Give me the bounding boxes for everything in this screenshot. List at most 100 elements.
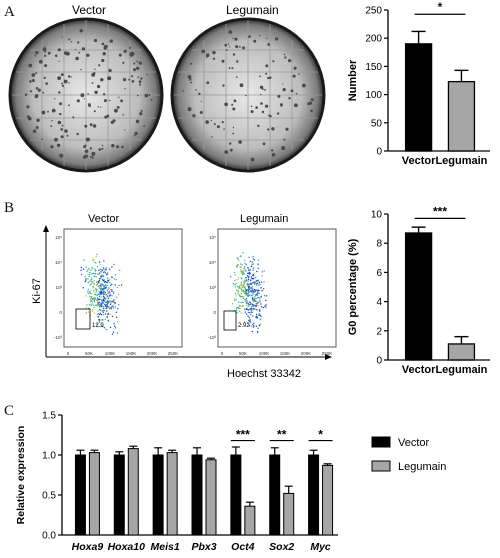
flow-event-dot xyxy=(108,268,111,270)
flow-event-dot xyxy=(105,293,107,296)
flow-event-dot xyxy=(110,301,112,303)
flow-event-dot xyxy=(90,279,92,281)
flow-event-dot xyxy=(92,286,94,288)
flow-event-dot xyxy=(258,281,261,284)
flow-event-dot xyxy=(106,316,109,319)
flow-event-dot xyxy=(100,293,103,295)
flow-event-dot xyxy=(93,280,95,282)
flow-event-dot xyxy=(242,291,244,293)
colony-dot xyxy=(298,73,300,75)
colony-dot xyxy=(44,64,48,68)
flow-event-dot xyxy=(105,310,108,312)
colony-dot xyxy=(131,75,134,78)
bar-myc-legumain xyxy=(322,464,334,536)
flow-event-dot xyxy=(240,312,242,314)
colony-dot xyxy=(75,56,79,61)
colony-dot xyxy=(206,81,210,85)
flow-event-dot xyxy=(112,331,115,333)
bar-oct4-legumain xyxy=(244,505,256,536)
flow-event-dot xyxy=(109,300,111,302)
colony-dot xyxy=(64,129,68,133)
gate-value-vector: 12.9 xyxy=(92,323,104,329)
flow-event-dot xyxy=(107,300,109,302)
flow-event-dot xyxy=(237,290,239,292)
flow-event-dot xyxy=(238,310,241,312)
flow-event-dot xyxy=(258,314,260,316)
colony-dot xyxy=(290,89,294,93)
flow-event-dot xyxy=(257,296,259,299)
colony-dot xyxy=(269,115,272,118)
flow-event-dot xyxy=(93,283,96,286)
flow-event-dot xyxy=(113,323,115,325)
colony-dot xyxy=(109,39,114,43)
flow-y-tick: 10³ xyxy=(55,285,62,290)
flow-event-dot xyxy=(114,302,116,304)
colony-dot xyxy=(44,50,46,53)
flow-event-dot xyxy=(84,276,86,278)
flow-event-dot xyxy=(255,283,258,285)
flow-event-dot xyxy=(85,279,87,281)
colony-dot xyxy=(60,73,64,76)
colony-dot xyxy=(134,131,138,136)
colony-dot xyxy=(78,51,81,54)
y-axis-label: Number xyxy=(347,59,359,101)
flow-y-tick: -10³ xyxy=(54,335,63,340)
colony-dot xyxy=(285,127,289,131)
flow-event-dot xyxy=(242,297,245,300)
colony-dot xyxy=(47,51,51,55)
flow-event-dot xyxy=(103,268,105,270)
flow-event-dot xyxy=(98,273,100,275)
flow-event-dot xyxy=(104,307,106,310)
flow-event-dot xyxy=(115,316,118,318)
colony-dot xyxy=(32,129,37,133)
flow-event-dot xyxy=(242,289,244,291)
y-tick-label: 50 xyxy=(371,118,383,129)
flow-event-dot xyxy=(263,295,266,297)
flow-event-dot xyxy=(261,275,263,277)
flow-event-dot xyxy=(103,270,106,272)
panel-letter-a: A xyxy=(4,4,15,20)
flow-event-dot xyxy=(107,297,109,299)
flow-event-dot xyxy=(235,299,237,301)
colony-dot xyxy=(56,143,61,147)
flow-event-dot xyxy=(115,296,118,298)
flow-event-dot xyxy=(237,287,240,289)
flow-event-dot xyxy=(240,288,243,290)
flow-event-dot xyxy=(242,296,245,298)
colony-dot xyxy=(280,105,282,108)
flow-event-dot xyxy=(245,263,247,266)
flow-event-dot xyxy=(103,271,105,273)
colony-dot xyxy=(232,37,234,40)
bar-pbx3-vector xyxy=(191,454,203,536)
flow-event-dot xyxy=(102,307,105,310)
colony-dot xyxy=(100,106,102,108)
y-axis-arrowhead xyxy=(43,225,49,232)
flow-event-dot xyxy=(247,266,249,269)
flow-event-dot xyxy=(117,293,120,296)
flow-event-dot xyxy=(97,304,99,306)
colony-dot xyxy=(92,124,97,128)
flow-event-dot xyxy=(249,324,251,327)
panel-letter-c: C xyxy=(4,403,15,419)
colony-dot xyxy=(228,67,231,69)
colony-dot xyxy=(36,118,40,123)
colony-dot xyxy=(199,111,203,114)
flow-event-dot xyxy=(109,279,111,281)
flow-x-tick: 0 xyxy=(67,351,70,356)
bar-vector xyxy=(404,232,433,361)
flow-event-dot xyxy=(93,307,95,309)
flow-event-dot xyxy=(112,305,114,307)
colony-dot xyxy=(148,94,151,96)
flow-event-dot xyxy=(113,299,115,301)
flow-event-dot xyxy=(99,285,101,287)
colony-dot xyxy=(26,105,30,109)
flow-event-dot xyxy=(96,299,98,302)
flow-event-dot xyxy=(248,272,250,275)
colony-dot xyxy=(234,37,238,41)
bar-myc-vector xyxy=(308,454,320,536)
flow-event-dot xyxy=(254,281,256,284)
flow-event-dot xyxy=(246,283,249,285)
colony-dot xyxy=(133,134,136,137)
flow-event-dot xyxy=(109,313,111,316)
legend-swatch-vector xyxy=(371,436,391,448)
